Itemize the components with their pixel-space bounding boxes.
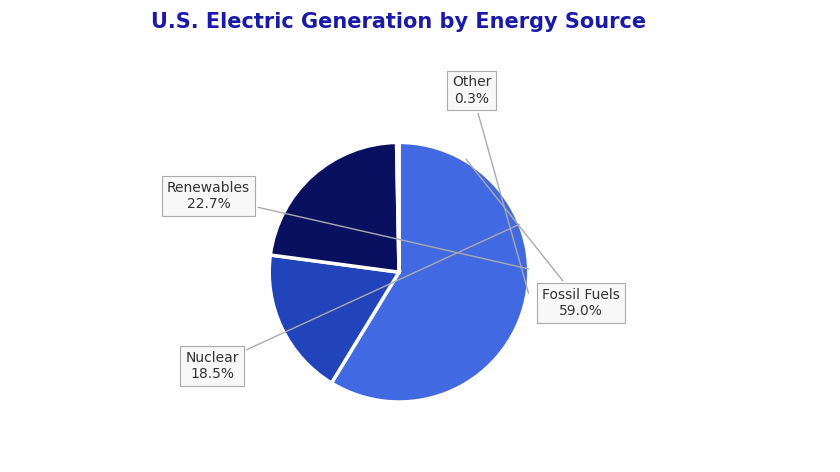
Wedge shape bbox=[396, 143, 399, 272]
Wedge shape bbox=[270, 143, 399, 272]
Text: Fossil Fuels
59.0%: Fossil Fuels 59.0% bbox=[466, 159, 620, 319]
Text: Renewables
22.7%: Renewables 22.7% bbox=[167, 181, 528, 269]
Wedge shape bbox=[332, 143, 529, 402]
Text: Nuclear
18.5%: Nuclear 18.5% bbox=[186, 224, 519, 381]
Text: Other
0.3%: Other 0.3% bbox=[452, 76, 528, 293]
Wedge shape bbox=[269, 255, 399, 383]
Title: U.S. Electric Generation by Energy Source: U.S. Electric Generation by Energy Sourc… bbox=[151, 12, 647, 32]
